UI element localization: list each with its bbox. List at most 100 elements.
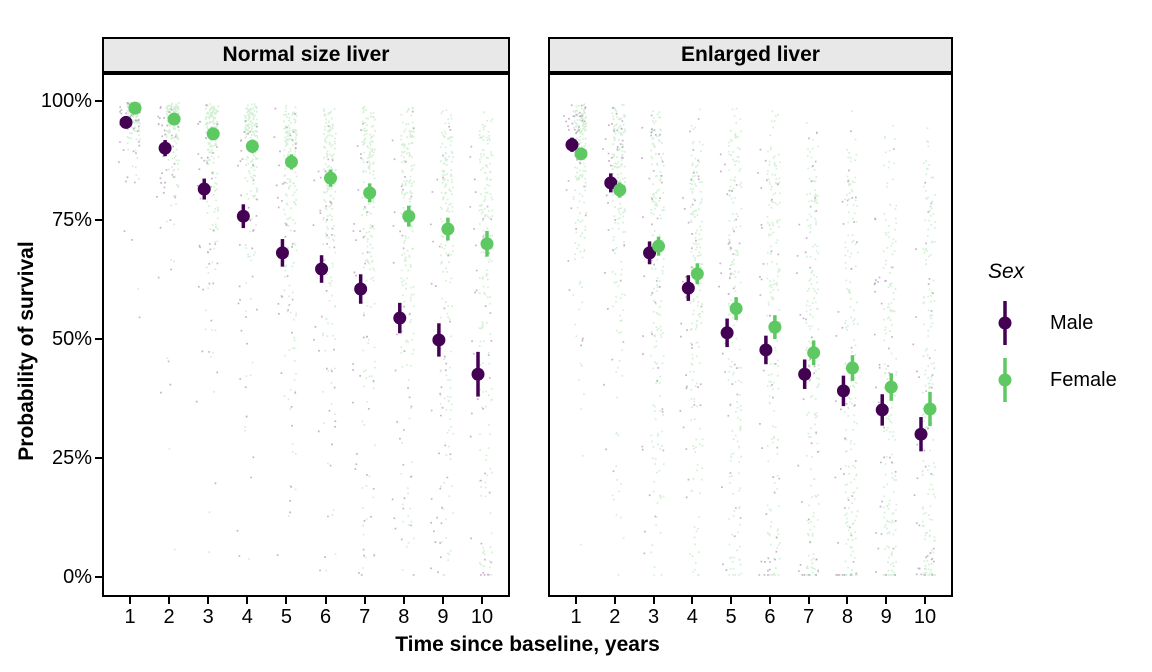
x-tick-label: 8 [398,606,410,628]
legend-item-female: Female [996,355,1117,405]
mean-point-male-t4 [681,281,695,295]
x-tick-mark [807,597,810,604]
x-tick-label: 10 [470,606,494,628]
x-tick-mark [730,597,733,604]
x-tick-mark [324,597,327,604]
mean-point-male-t3 [643,246,657,260]
legend-key-point-male [998,316,1012,330]
x-tick-label: 1 [570,606,582,628]
legend: Sex Male Female [988,259,1152,439]
y-tick-mark [95,338,102,340]
mean-point-female-t2 [613,183,627,197]
mean-point-female-t6 [324,171,338,185]
y-tick-label: 50% [51,328,92,350]
x-tick-mark [285,597,288,604]
x-tick-label: 5 [280,606,292,628]
x-tick-label: 6 [764,606,776,628]
panel-border [102,73,510,597]
x-tick-mark [168,597,171,604]
panel-enlarged-liver [548,73,953,597]
mean-point-female-t1 [128,101,142,115]
mean-point-male-t2 [158,141,172,155]
y-tick-label: 25% [51,447,92,469]
x-tick-label: 2 [609,606,621,628]
mean-point-female-t7 [363,186,377,200]
x-tick-mark [768,597,771,604]
mean-point-female-t9 [441,222,455,236]
x-tick-label: 4 [241,606,253,628]
mean-point-male-t1 [119,115,133,129]
y-tick-mark [95,576,102,578]
mean-point-male-t6 [315,262,329,276]
x-tick-label: 3 [202,606,214,628]
x-tick-label: 8 [841,606,853,628]
y-axis-title: Probability of survival [15,241,38,461]
mean-point-male-t1 [565,138,579,152]
x-tick-mark [846,597,849,604]
x-tick-label: 1 [124,606,136,628]
x-tick-mark [129,597,131,604]
mean-point-male-t2 [604,176,618,190]
mean-point-male-t6 [759,343,773,357]
panel-normal-size-liver [102,73,510,597]
x-tick-label: 7 [803,606,815,628]
y-tick-label: 0% [63,566,92,588]
x-tick-mark [402,597,405,604]
jitter-points-male [563,104,935,576]
female-pointrange-icon [998,358,1012,402]
x-tick-mark [691,597,694,604]
mean-point-male-t3 [197,182,211,196]
mean-point-female-t1 [574,147,588,161]
mean-point-male-t9 [875,403,889,417]
y-tick-mark [95,219,102,221]
male-pointrange-icon [998,301,1012,345]
x-tick-label: 9 [437,606,449,628]
mean-point-female-t9 [884,380,898,394]
mean-point-male-t5 [720,326,734,340]
mean-point-female-t4 [245,139,259,153]
mean-point-male-t5 [275,246,289,260]
legend-title: Sex [988,260,1025,283]
x-axis-title: Time since baseline, years [395,633,660,656]
x-tick-label: 5 [725,606,737,628]
legend-label-female: Female [1050,368,1117,391]
panel-border [548,73,953,597]
x-tick-label: 6 [319,606,332,628]
x-tick-mark [575,597,577,604]
mean-point-female-t7 [807,346,821,360]
mean-point-female-t2 [167,112,181,126]
y-tick-mark [95,457,102,459]
mean-point-female-t4 [690,267,704,281]
x-tick-mark [885,597,888,604]
mean-point-male-t4 [236,209,250,223]
y-tick-label: 75% [51,209,92,231]
legend-key-point-female [998,373,1012,387]
jitter-points-female [572,103,937,576]
mean-point-male-t10 [471,367,485,381]
x-tick-mark [207,597,210,604]
legend-label-male: Male [1050,311,1094,334]
y-tick-mark [95,100,102,102]
mean-point-male-t7 [354,282,368,296]
x-tick-label: 4 [686,606,698,628]
facet-strip-label: Normal size liver [222,43,390,66]
y-tick-label: 100% [40,90,92,112]
mean-point-male-t10 [914,427,928,441]
x-tick-label: 9 [880,606,892,628]
x-tick-mark [924,597,926,604]
mean-point-male-t8 [836,384,850,398]
mean-point-female-t3 [206,127,220,141]
x-tick-label: 3 [647,606,660,628]
mean-point-female-t3 [652,239,666,253]
x-tick-label: 7 [359,606,371,628]
x-tick-mark [481,597,483,604]
facet-strip-label: Enlarged liver [681,43,820,66]
mean-point-female-t5 [729,302,743,316]
x-tick-mark [441,597,444,604]
x-tick-mark [613,597,616,604]
mean-point-male-t7 [798,367,812,381]
x-tick-mark [363,597,366,604]
mean-point-male-t8 [393,311,407,325]
mean-point-female-t5 [284,155,298,169]
